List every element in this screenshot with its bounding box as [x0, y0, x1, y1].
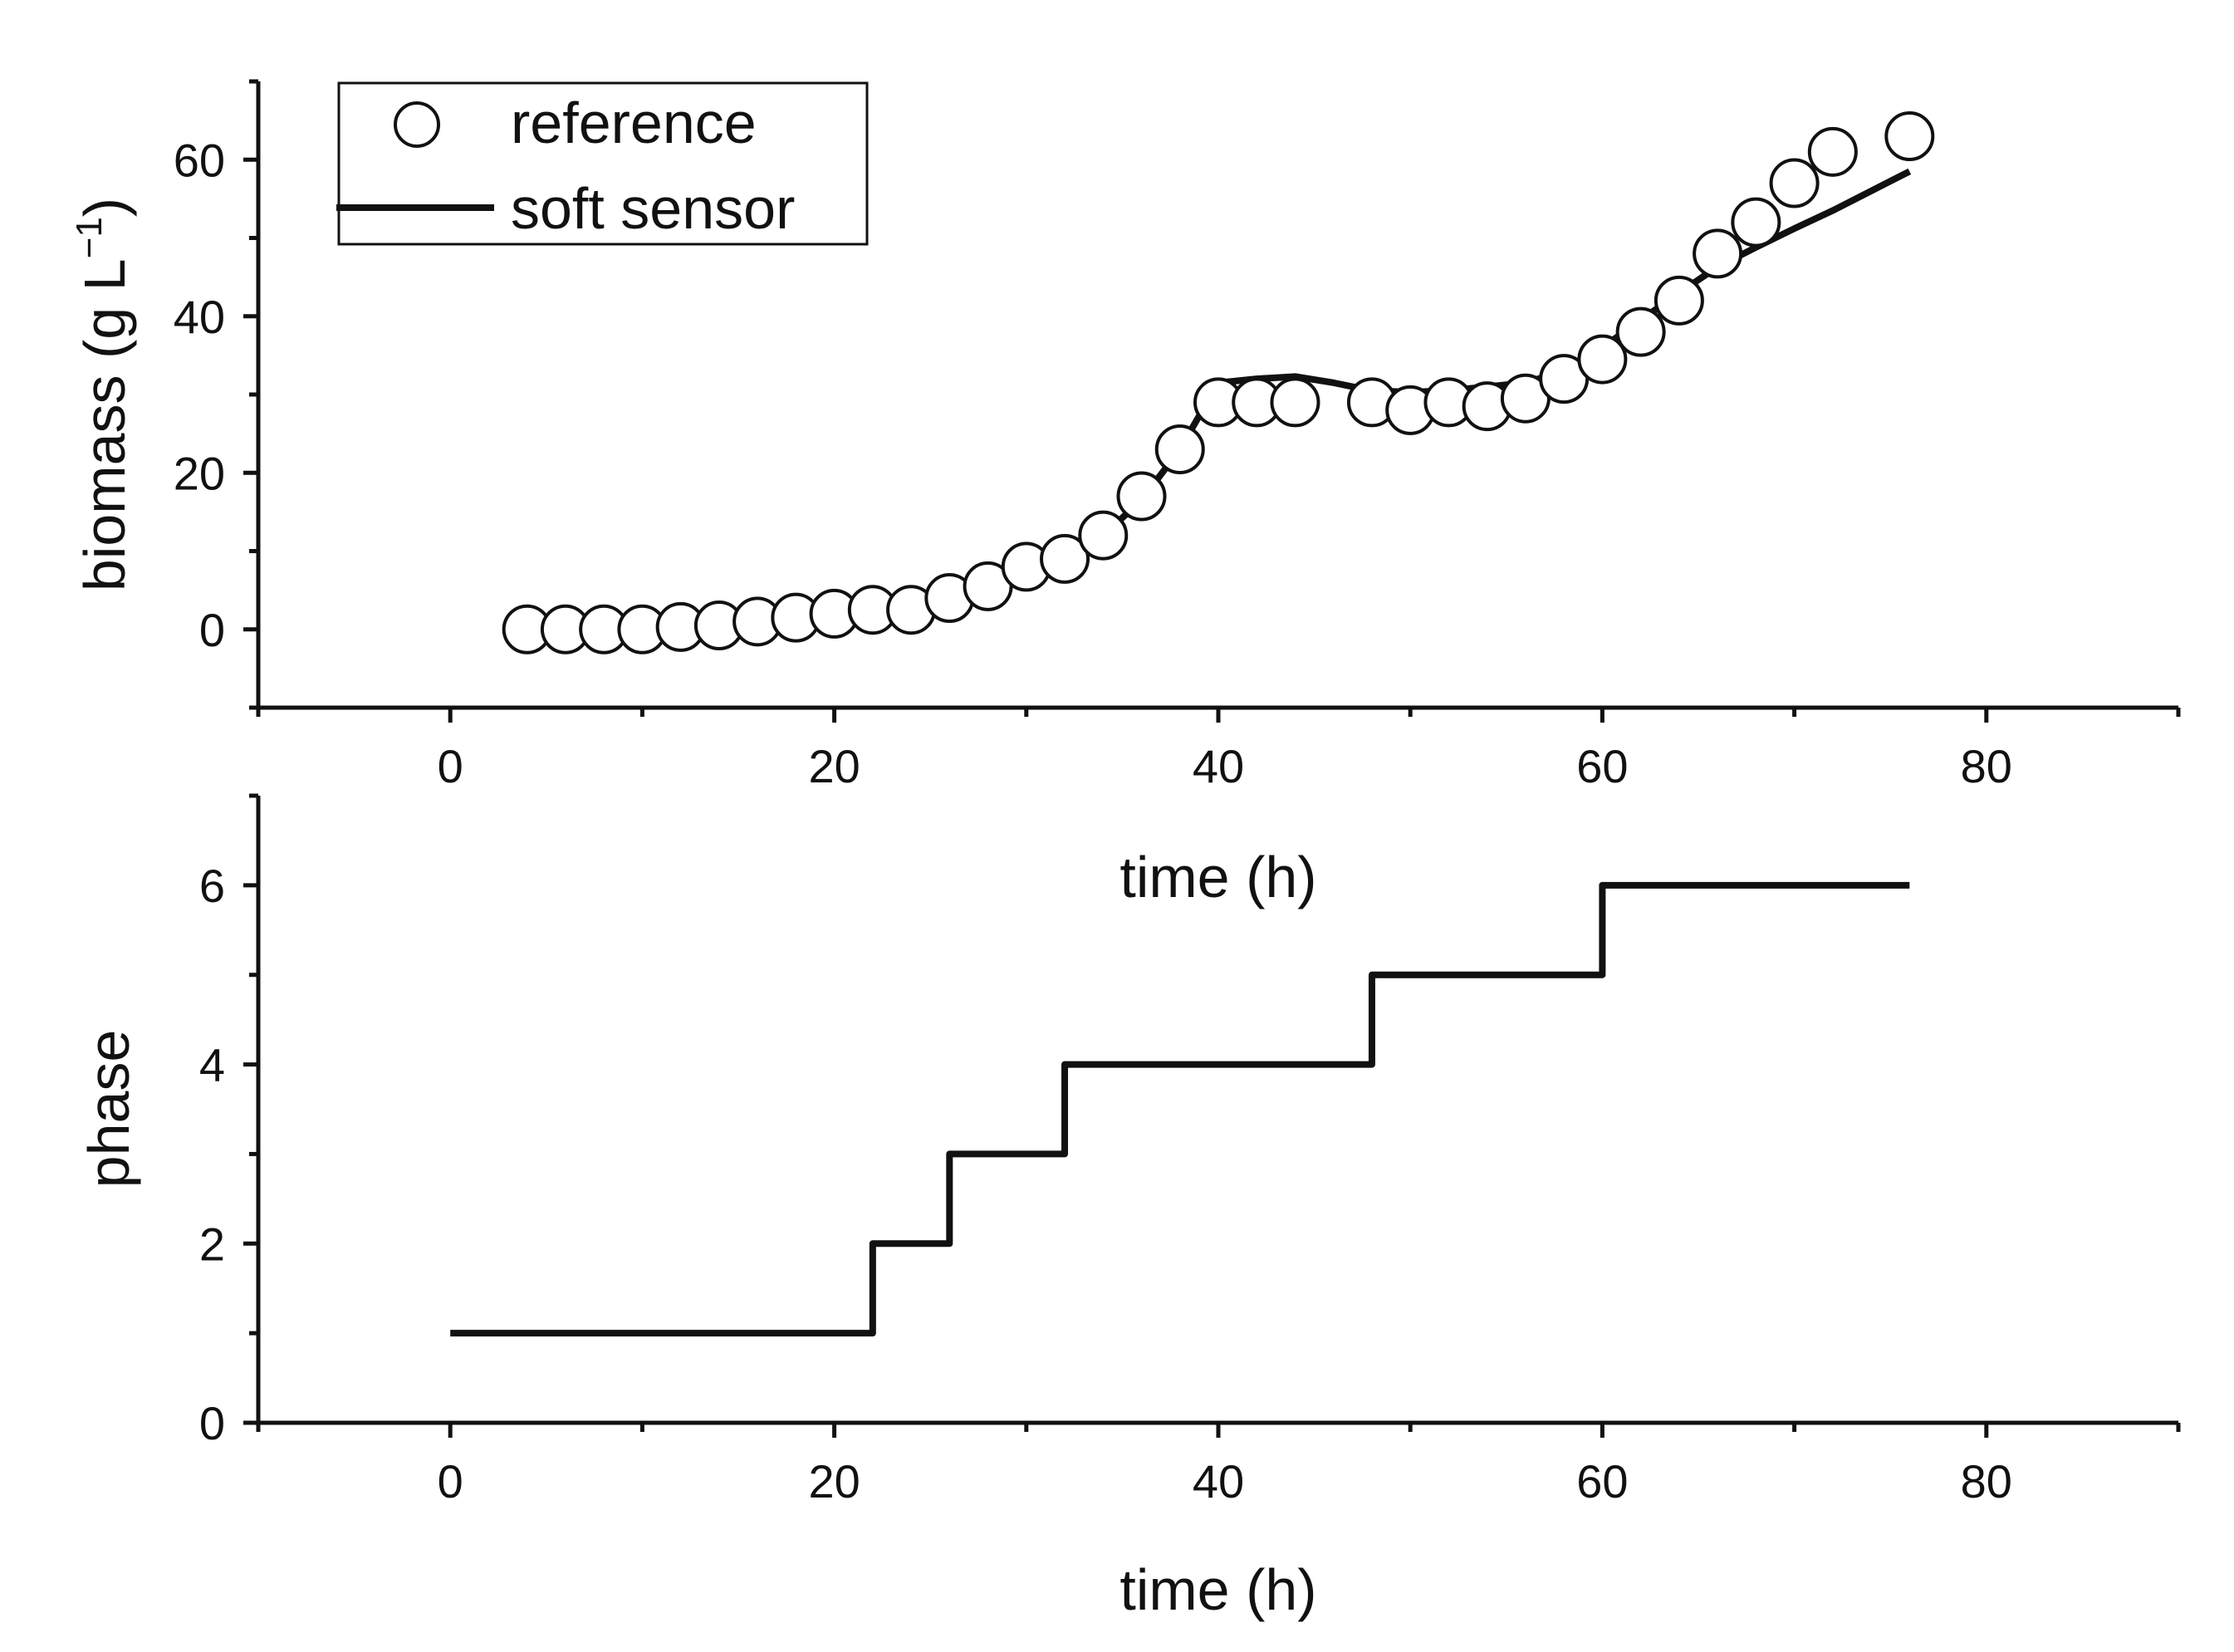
legend-reference-marker: [394, 101, 440, 148]
y-tick-label: 40: [174, 291, 225, 343]
legend: reference soft sensor: [336, 81, 869, 246]
y-tick-label: 6: [199, 860, 225, 912]
phase-y-ticks: 0 2 4 6: [199, 793, 258, 1449]
biomass-x-ticks: 0 20 40 60 80: [256, 708, 2181, 792]
x-tick-label: 40: [1193, 740, 1244, 792]
phase-x-axis-title: time (h): [1119, 1557, 1316, 1622]
reference-point: [1078, 510, 1129, 561]
x-tick-label: 0: [438, 740, 463, 792]
reference-point: [1040, 533, 1090, 584]
reference-point: [1270, 377, 1320, 428]
reference-series: [502, 110, 1935, 654]
reference-point: [1693, 228, 1743, 279]
phase-x-ticks: 0 20 40 60 80: [256, 1423, 2181, 1507]
x-tick-label: 20: [808, 1455, 860, 1507]
x-tick-label: 40: [1193, 1455, 1244, 1507]
biomass-y-axis-title-close: ): [72, 198, 137, 217]
biomass-y-axis-title-superscript: −1: [69, 217, 110, 258]
phase-y-axis-title: phase: [76, 1030, 141, 1189]
biomass-y-axis-title: biomass (g L−1): [69, 198, 137, 591]
x-tick-label: 20: [808, 740, 860, 792]
y-tick-label: 0: [199, 604, 225, 656]
reference-point: [1615, 306, 1666, 357]
y-tick-label: 0: [199, 1397, 225, 1449]
phase-panel: 0 20 40 60 80 0 2 4 6 time (h) phase: [76, 793, 2181, 1622]
legend-reference-label: reference: [511, 91, 757, 155]
phase-series: [450, 881, 1910, 1337]
x-tick-label: 0: [438, 1455, 463, 1507]
biomass-y-ticks: 0 20 40 60: [174, 79, 258, 710]
biomass-panel: 0 20 40 60 80 0 20 40 60 time (h) biomass (g L−…: [69, 79, 2181, 909]
x-tick-label: 80: [1961, 740, 2012, 792]
y-tick-label: 20: [174, 447, 225, 499]
biomass-y-axis-title-main: biomass (g L: [72, 258, 137, 591]
reference-point: [1577, 334, 1628, 385]
legend-soft-sensor-label: soft sensor: [511, 176, 795, 241]
reference-point: [1653, 275, 1704, 326]
x-tick-label: 60: [1576, 1455, 1628, 1507]
reference-point: [1807, 126, 1858, 177]
y-tick-label: 60: [174, 134, 225, 186]
reference-point: [1154, 424, 1205, 474]
y-tick-label: 2: [199, 1218, 225, 1270]
reference-point: [1769, 158, 1820, 208]
reference-point: [1731, 197, 1781, 248]
y-tick-label: 4: [199, 1039, 225, 1091]
x-tick-label: 80: [1961, 1455, 2012, 1507]
reference-point: [1116, 471, 1167, 522]
biomass-x-axis-title: time (h): [1119, 845, 1316, 909]
reference-point: [1884, 110, 1935, 161]
phase-step-line: [450, 881, 1910, 1337]
x-tick-label: 60: [1576, 740, 1628, 792]
